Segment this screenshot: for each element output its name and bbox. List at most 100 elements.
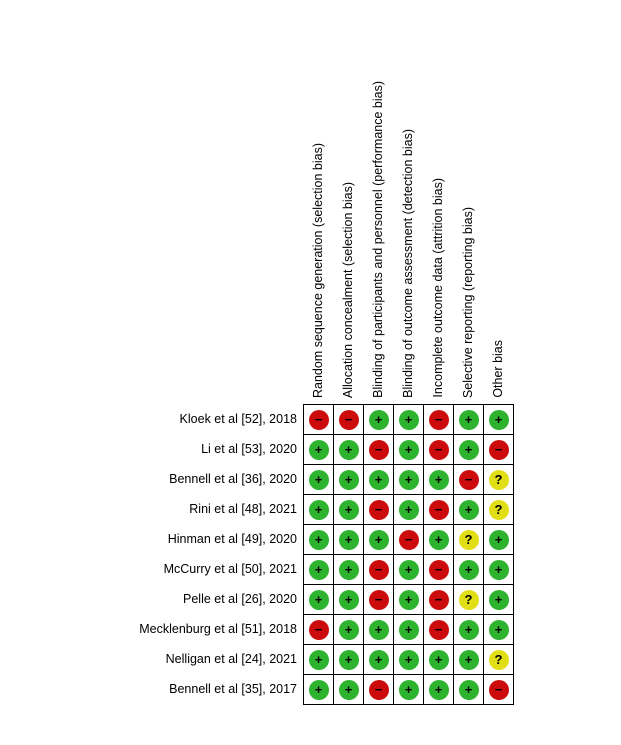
- low-risk-icon: +: [428, 679, 449, 700]
- rating-cell-r3-c5: +: [454, 495, 484, 525]
- rating-cell-r4-c1: +: [334, 525, 364, 555]
- high-risk-icon: −: [368, 499, 389, 520]
- header-col-2: Blinding of participants and personnel (…: [363, 0, 393, 398]
- rating-cell-r8-c2: +: [364, 645, 394, 675]
- rating-cell-r1-c2: −: [364, 435, 394, 465]
- high-risk-icon: −: [398, 529, 419, 550]
- table-row: + + + − +? +: [304, 525, 514, 555]
- rating-cell-r9-c2: −: [364, 675, 394, 705]
- unclear-risk-icon: ?: [458, 529, 479, 550]
- rating-cell-r8-c6: ?: [484, 645, 514, 675]
- rating-cell-r0-c5: +: [454, 405, 484, 435]
- low-risk-icon: +: [338, 499, 359, 520]
- unclear-risk-icon: ?: [488, 499, 509, 520]
- column-header-label: Other bias: [490, 340, 505, 398]
- table-row: + + − + + + −: [304, 675, 514, 705]
- low-risk-icon: +: [428, 529, 449, 550]
- rating-cell-r6-c5: ?: [454, 585, 484, 615]
- rating-cell-r1-c3: +: [394, 435, 424, 465]
- high-risk-icon: −: [428, 559, 449, 580]
- unclear-risk-icon: ?: [458, 589, 479, 610]
- rating-cell-r6-c6: +: [484, 585, 514, 615]
- rating-cell-r3-c0: +: [304, 495, 334, 525]
- low-risk-icon: +: [458, 439, 479, 460]
- rating-cell-r6-c4: −: [424, 585, 454, 615]
- rating-cell-r0-c0: −: [304, 405, 334, 435]
- rating-cell-r4-c3: −: [394, 525, 424, 555]
- rating-cell-r1-c1: +: [334, 435, 364, 465]
- low-risk-icon: +: [398, 619, 419, 640]
- rating-cell-r0-c6: +: [484, 405, 514, 435]
- column-header-label: Allocation concealment (selection bias): [340, 181, 355, 398]
- low-risk-icon: +: [428, 649, 449, 670]
- high-risk-icon: −: [428, 439, 449, 460]
- high-risk-icon: −: [428, 589, 449, 610]
- table-row: − − + + − + +: [304, 405, 514, 435]
- low-risk-icon: +: [458, 499, 479, 520]
- header-col-6: Other bias: [483, 0, 513, 398]
- column-header-label: Selective reporting (reporting bias): [460, 206, 475, 398]
- table-row: + + + + + +?: [304, 645, 514, 675]
- rating-cell-r5-c1: +: [334, 555, 364, 585]
- low-risk-icon: +: [368, 649, 389, 670]
- low-risk-icon: +: [308, 649, 329, 670]
- study-label: Bennell et al [35], 2017: [169, 682, 297, 696]
- rating-cell-r7-c0: −: [304, 615, 334, 645]
- rating-cell-r1-c4: −: [424, 435, 454, 465]
- high-risk-icon: −: [458, 469, 479, 490]
- column-header-label: Random sequence generation (selection bi…: [310, 142, 325, 398]
- low-risk-icon: +: [488, 409, 509, 430]
- low-risk-icon: +: [398, 499, 419, 520]
- rating-cell-r8-c0: +: [304, 645, 334, 675]
- low-risk-icon: +: [398, 679, 419, 700]
- rating-cell-r1-c5: +: [454, 435, 484, 465]
- table-row: + + − + −? +: [304, 585, 514, 615]
- rating-cell-r7-c5: +: [454, 615, 484, 645]
- rating-cell-r0-c4: −: [424, 405, 454, 435]
- low-risk-icon: +: [398, 409, 419, 430]
- low-risk-icon: +: [398, 589, 419, 610]
- column-header-label: Blinding of outcome assessment (detectio…: [400, 129, 415, 398]
- low-risk-icon: +: [368, 409, 389, 430]
- low-risk-icon: +: [368, 619, 389, 640]
- low-risk-icon: +: [488, 529, 509, 550]
- high-risk-icon: −: [308, 409, 329, 430]
- table-row: + + − + − + +: [304, 555, 514, 585]
- study-label: Bennell et al [36], 2020: [169, 472, 297, 486]
- low-risk-icon: +: [308, 499, 329, 520]
- rating-cell-r5-c0: +: [304, 555, 334, 585]
- low-risk-icon: +: [338, 439, 359, 460]
- rating-cell-r2-c0: +: [304, 465, 334, 495]
- low-risk-icon: +: [338, 559, 359, 580]
- rating-cell-r9-c1: +: [334, 675, 364, 705]
- low-risk-icon: +: [398, 439, 419, 460]
- rating-cell-r1-c0: +: [304, 435, 334, 465]
- low-risk-icon: +: [398, 469, 419, 490]
- unclear-risk-icon: ?: [488, 649, 509, 670]
- rating-cell-r7-c2: +: [364, 615, 394, 645]
- rating-cell-r2-c5: −: [454, 465, 484, 495]
- high-risk-icon: −: [368, 439, 389, 460]
- low-risk-icon: +: [308, 559, 329, 580]
- rating-cell-r0-c1: −: [334, 405, 364, 435]
- low-risk-icon: +: [368, 469, 389, 490]
- high-risk-icon: −: [428, 499, 449, 520]
- column-header-label: Incomplete outcome data (attrition bias): [430, 178, 445, 398]
- rating-cell-r8-c4: +: [424, 645, 454, 675]
- unclear-risk-icon: ?: [488, 469, 509, 490]
- low-risk-icon: +: [488, 619, 509, 640]
- header-col-4: Incomplete outcome data (attrition bias): [423, 0, 453, 398]
- high-risk-icon: −: [308, 619, 329, 640]
- high-risk-icon: −: [368, 559, 389, 580]
- low-risk-icon: +: [308, 589, 329, 610]
- rating-cell-r4-c5: ?: [454, 525, 484, 555]
- table-row: + + − + − +?: [304, 495, 514, 525]
- rating-cell-r7-c4: −: [424, 615, 454, 645]
- rating-cell-r2-c2: +: [364, 465, 394, 495]
- low-risk-icon: +: [488, 589, 509, 610]
- rating-cell-r2-c3: +: [394, 465, 424, 495]
- rating-cell-r5-c2: −: [364, 555, 394, 585]
- low-risk-icon: +: [338, 619, 359, 640]
- low-risk-icon: +: [338, 649, 359, 670]
- high-risk-icon: −: [338, 409, 359, 430]
